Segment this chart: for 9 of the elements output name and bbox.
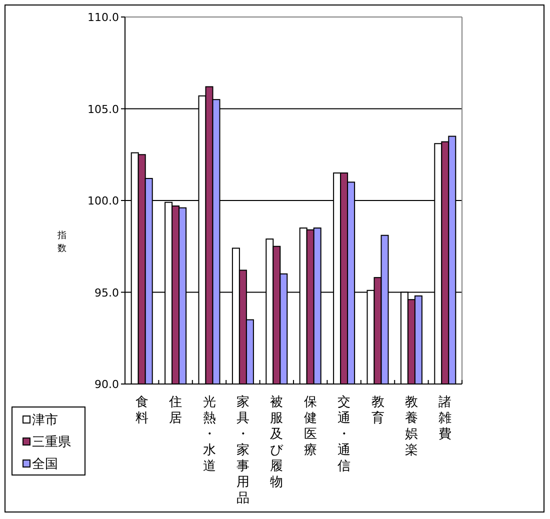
y-tick-label: 110.0 (88, 11, 119, 24)
y-tick-label: 105.0 (88, 102, 119, 116)
legend-label: 三重県 (32, 435, 71, 450)
legend-label: 津市 (32, 413, 58, 428)
y-axis-title: 指数 (56, 230, 66, 254)
y-tick-label: 90.0 (94, 378, 119, 391)
y-tick-label: 100.0 (88, 194, 119, 208)
y-tick-label: 95.0 (94, 286, 119, 300)
legend-label: 全国 (32, 457, 58, 472)
